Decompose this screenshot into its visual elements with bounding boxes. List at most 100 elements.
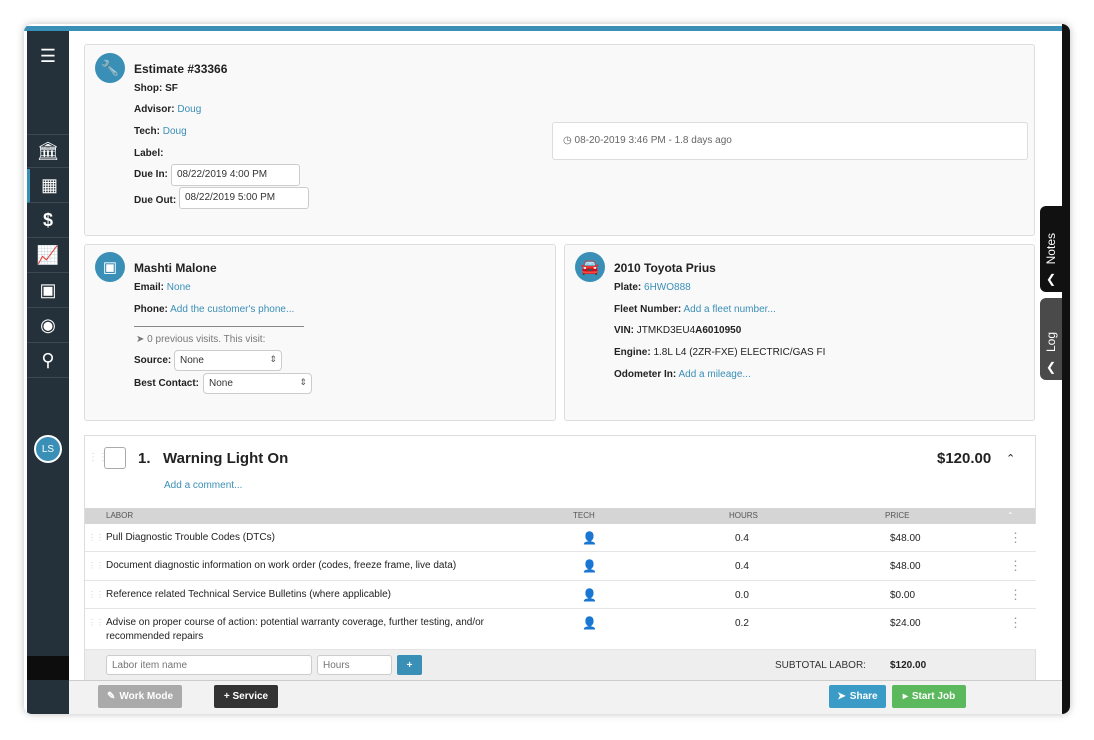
hours-input[interactable]: [317, 655, 392, 675]
service-total: $120.00: [937, 450, 992, 467]
add-service-button[interactable]: + Service: [214, 685, 278, 708]
labor-row[interactable]: ⋮⋮ Document diagnostic information on wo…: [85, 552, 1036, 581]
col-price: PRICE: [885, 511, 910, 520]
labor-item-name-input[interactable]: [106, 655, 312, 675]
footer-bar: ✎ Work Mode + Service ➤ Share ▸ Start Job: [69, 680, 1062, 714]
add-labor-button[interactable]: +: [397, 655, 422, 675]
labor-row[interactable]: ⋮⋮ Advise on proper course of action: po…: [85, 609, 1036, 650]
labor-price[interactable]: $48.00: [890, 561, 921, 572]
calendar-icon[interactable]: ▦: [27, 169, 69, 203]
add-comment-link[interactable]: Add a comment...: [164, 480, 243, 491]
col-labor: LABOR: [106, 511, 134, 520]
labor-table: LABOR TECH HOURS PRICE ⌃ ⋮⋮ Pull Diagnos…: [85, 508, 1036, 681]
labor-name[interactable]: Document diagnostic information on work …: [106, 560, 457, 571]
chevron-left-icon: ❮: [1045, 272, 1057, 286]
col-tech: TECH: [573, 511, 595, 520]
dollar-icon[interactable]: $: [27, 204, 69, 238]
more-options-icon[interactable]: ⋮: [1009, 587, 1022, 602]
share-label: Share: [849, 691, 878, 702]
due-out-label: Due Out:: [134, 195, 177, 206]
right-edge: [1062, 24, 1070, 714]
work-mode-label: Work Mode: [119, 691, 174, 702]
log-tab[interactable]: Log ❮: [1040, 298, 1062, 380]
labor-price[interactable]: $0.00: [890, 590, 916, 601]
play-icon: ▸: [902, 691, 908, 702]
advisor-link[interactable]: Doug: [177, 104, 202, 115]
labor-price[interactable]: $48.00: [890, 533, 921, 544]
drag-handle-icon[interactable]: ⋮⋮: [88, 533, 104, 542]
labor-hours[interactable]: 0.0: [735, 590, 749, 601]
labor-name[interactable]: Advise on proper course of action: poten…: [106, 617, 484, 642]
tech-person-icon[interactable]: 👤: [582, 616, 597, 630]
tech-person-icon[interactable]: 👤: [582, 588, 597, 602]
engine-value: 1.8L L4 (2ZR-FXE) ELECTRIC/GAS FI: [653, 347, 826, 358]
source-select[interactable]: None: [174, 350, 282, 371]
due-in-field[interactable]: 08/22/2019 4:00 PM: [171, 164, 300, 186]
phone-label: Phone:: [134, 304, 168, 315]
chart-icon[interactable]: 📈: [27, 239, 69, 273]
labor-hours[interactable]: 0.2: [735, 618, 749, 629]
drag-handle-icon[interactable]: ⋮⋮: [88, 452, 108, 463]
send-icon: ➤: [837, 691, 846, 702]
labor-name[interactable]: Reference related Technical Service Bull…: [106, 589, 391, 600]
tech-person-icon[interactable]: 👤: [582, 559, 597, 573]
tech-person-icon[interactable]: 👤: [582, 531, 597, 545]
tech-link[interactable]: Doug: [162, 126, 187, 137]
best-contact-select[interactable]: None: [203, 373, 312, 394]
subtotal-label: SUBTOTAL LABOR:: [775, 660, 866, 671]
more-options-icon[interactable]: ⋮: [1009, 558, 1022, 573]
location-arrow-icon: ➤: [136, 334, 145, 345]
menu-icon[interactable]: ☰: [39, 45, 57, 66]
label-label: Label:: [134, 148, 164, 159]
log-tab-label: Log: [1044, 331, 1058, 352]
collapse-table-icon[interactable]: ⌃: [1007, 511, 1014, 520]
avatar[interactable]: LS: [34, 435, 62, 463]
tire-icon[interactable]: ◉: [27, 309, 69, 343]
labor-hours[interactable]: 0.4: [735, 561, 749, 572]
labor-price[interactable]: $24.00: [890, 618, 921, 629]
notes-tab[interactable]: Notes ❮: [1040, 206, 1062, 292]
due-in-label: Due In:: [134, 169, 168, 180]
email-label: Email:: [134, 282, 165, 293]
tech-label: Tech:: [134, 126, 160, 137]
vin-suffix: A6010950: [695, 325, 742, 336]
chevron-left-icon: ❮: [1045, 360, 1057, 374]
start-job-button[interactable]: ▸ Start Job: [892, 685, 966, 708]
drag-handle-icon[interactable]: ⋮⋮: [88, 590, 104, 599]
share-button[interactable]: ➤ Share: [829, 685, 886, 708]
vin-prefix: JTMKD3EU4: [636, 325, 696, 336]
labor-name[interactable]: Pull Diagnostic Trouble Codes (DTCs): [106, 532, 275, 543]
vin-label: VIN:: [614, 325, 634, 336]
start-job-label: Start Job: [911, 691, 956, 702]
contacts-icon[interactable]: ▣: [27, 274, 69, 308]
vehicle-panel: 🚘 2010 Toyota Prius Plate: 6HWO888 Fleet…: [564, 244, 1035, 421]
search-icon[interactable]: ⚲: [27, 344, 69, 378]
email-link[interactable]: None: [166, 282, 191, 293]
estimate-panel: 🔧 Estimate #33366 Shop: SF Advisor: Doug…: [84, 44, 1035, 236]
collapse-chevron-icon[interactable]: ⌃: [1006, 453, 1016, 465]
drag-handle-icon[interactable]: ⋮⋮: [88, 618, 104, 627]
service-checkbox[interactable]: [104, 447, 126, 469]
fleet-label: Fleet Number:: [614, 304, 682, 315]
sidebar-footer: [27, 656, 69, 680]
subtotal-value: $120.00: [890, 660, 927, 671]
divider: [134, 326, 304, 327]
odometer-link[interactable]: Add a mileage...: [678, 369, 751, 380]
timestamp-box: ◷ 08-20-2019 3:46 PM - 1.8 days ago: [552, 122, 1028, 160]
fleet-link[interactable]: Add a fleet number...: [683, 304, 776, 315]
customer-name: Mashti Malone: [134, 261, 217, 275]
labor-row[interactable]: ⋮⋮ Pull Diagnostic Trouble Codes (DTCs) …: [85, 524, 1036, 552]
shop-icon[interactable]: 🏛: [27, 134, 69, 168]
phone-link[interactable]: Add the customer's phone...: [170, 304, 295, 315]
plate-link[interactable]: 6HWO888: [644, 282, 691, 293]
work-mode-button[interactable]: ✎ Work Mode: [98, 685, 182, 708]
labor-row[interactable]: ⋮⋮ Reference related Technical Service B…: [85, 581, 1036, 609]
more-options-icon[interactable]: ⋮: [1009, 530, 1022, 545]
contact-card-icon: ▣: [95, 252, 125, 282]
more-options-icon[interactable]: ⋮: [1009, 615, 1022, 630]
shop-value: SF: [165, 83, 178, 94]
drag-handle-icon[interactable]: ⋮⋮: [88, 561, 104, 570]
labor-hours[interactable]: 0.4: [735, 533, 749, 544]
due-out-field[interactable]: 08/22/2019 5:00 PM: [179, 187, 309, 209]
plate-label: Plate:: [614, 282, 642, 293]
